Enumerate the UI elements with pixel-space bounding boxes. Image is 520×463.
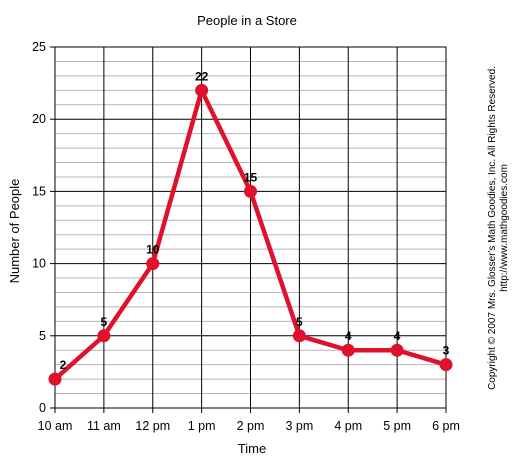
x-tick-label: 10 am (38, 419, 73, 433)
data-point (390, 343, 404, 357)
data-point (48, 372, 62, 386)
chart-title: People in a Store (197, 13, 297, 28)
data-label: 10 (146, 243, 160, 257)
x-tick-label: 4 pm (334, 419, 362, 433)
y-tick-label: 0 (39, 401, 46, 415)
x-tick-label: 5 pm (383, 419, 411, 433)
website-text: http://www.mathgoodies.com (499, 164, 510, 292)
data-point (292, 329, 306, 343)
data-point (97, 329, 111, 343)
x-tick-label: 2 pm (237, 419, 265, 433)
y-axis-label: Number of People (7, 179, 22, 284)
y-tick-label: 20 (32, 112, 46, 126)
data-point (195, 83, 209, 97)
data-label: 22 (195, 69, 209, 83)
data-label: 5 (296, 315, 303, 329)
x-tick-label: 6 pm (432, 419, 460, 433)
data-point (244, 184, 257, 198)
gridlines (54, 46, 447, 409)
data-label: 15 (244, 170, 258, 184)
x-tick-label: 11 am (87, 419, 121, 433)
data-label: 5 (101, 315, 108, 329)
y-axis: 0 5 10 15 20 25 (32, 40, 55, 415)
data-label: 4 (394, 329, 401, 343)
data-label: 4 (345, 329, 352, 343)
y-tick-label: 25 (32, 40, 46, 54)
copyright-text: Copyright © 2007 Mrs. Glosser's Math Goo… (487, 66, 498, 390)
x-tick-label: 3 pm (285, 419, 313, 433)
data-label: 2 (60, 358, 67, 372)
data-point (146, 257, 160, 271)
y-tick-label: 10 (32, 257, 46, 271)
copyright-credit: Copyright © 2007 Mrs. Glosser's Math Goo… (487, 66, 510, 390)
x-axis-label: Time (238, 441, 266, 456)
data-point (341, 343, 355, 357)
data-point (439, 358, 453, 372)
x-axis: 10 am 11 am 12 pm 1 pm 2 pm 3 pm 4 pm 5 pm 6 pm (38, 408, 460, 433)
x-tick-label: 1 pm (188, 419, 216, 433)
series-group: 2 5 10 22 15 5 4 4 3 (48, 69, 453, 386)
y-tick-label: 5 (39, 329, 46, 343)
y-tick-label: 15 (32, 184, 46, 198)
x-tick-label: 12 pm (135, 419, 170, 433)
data-label: 3 (443, 344, 450, 358)
